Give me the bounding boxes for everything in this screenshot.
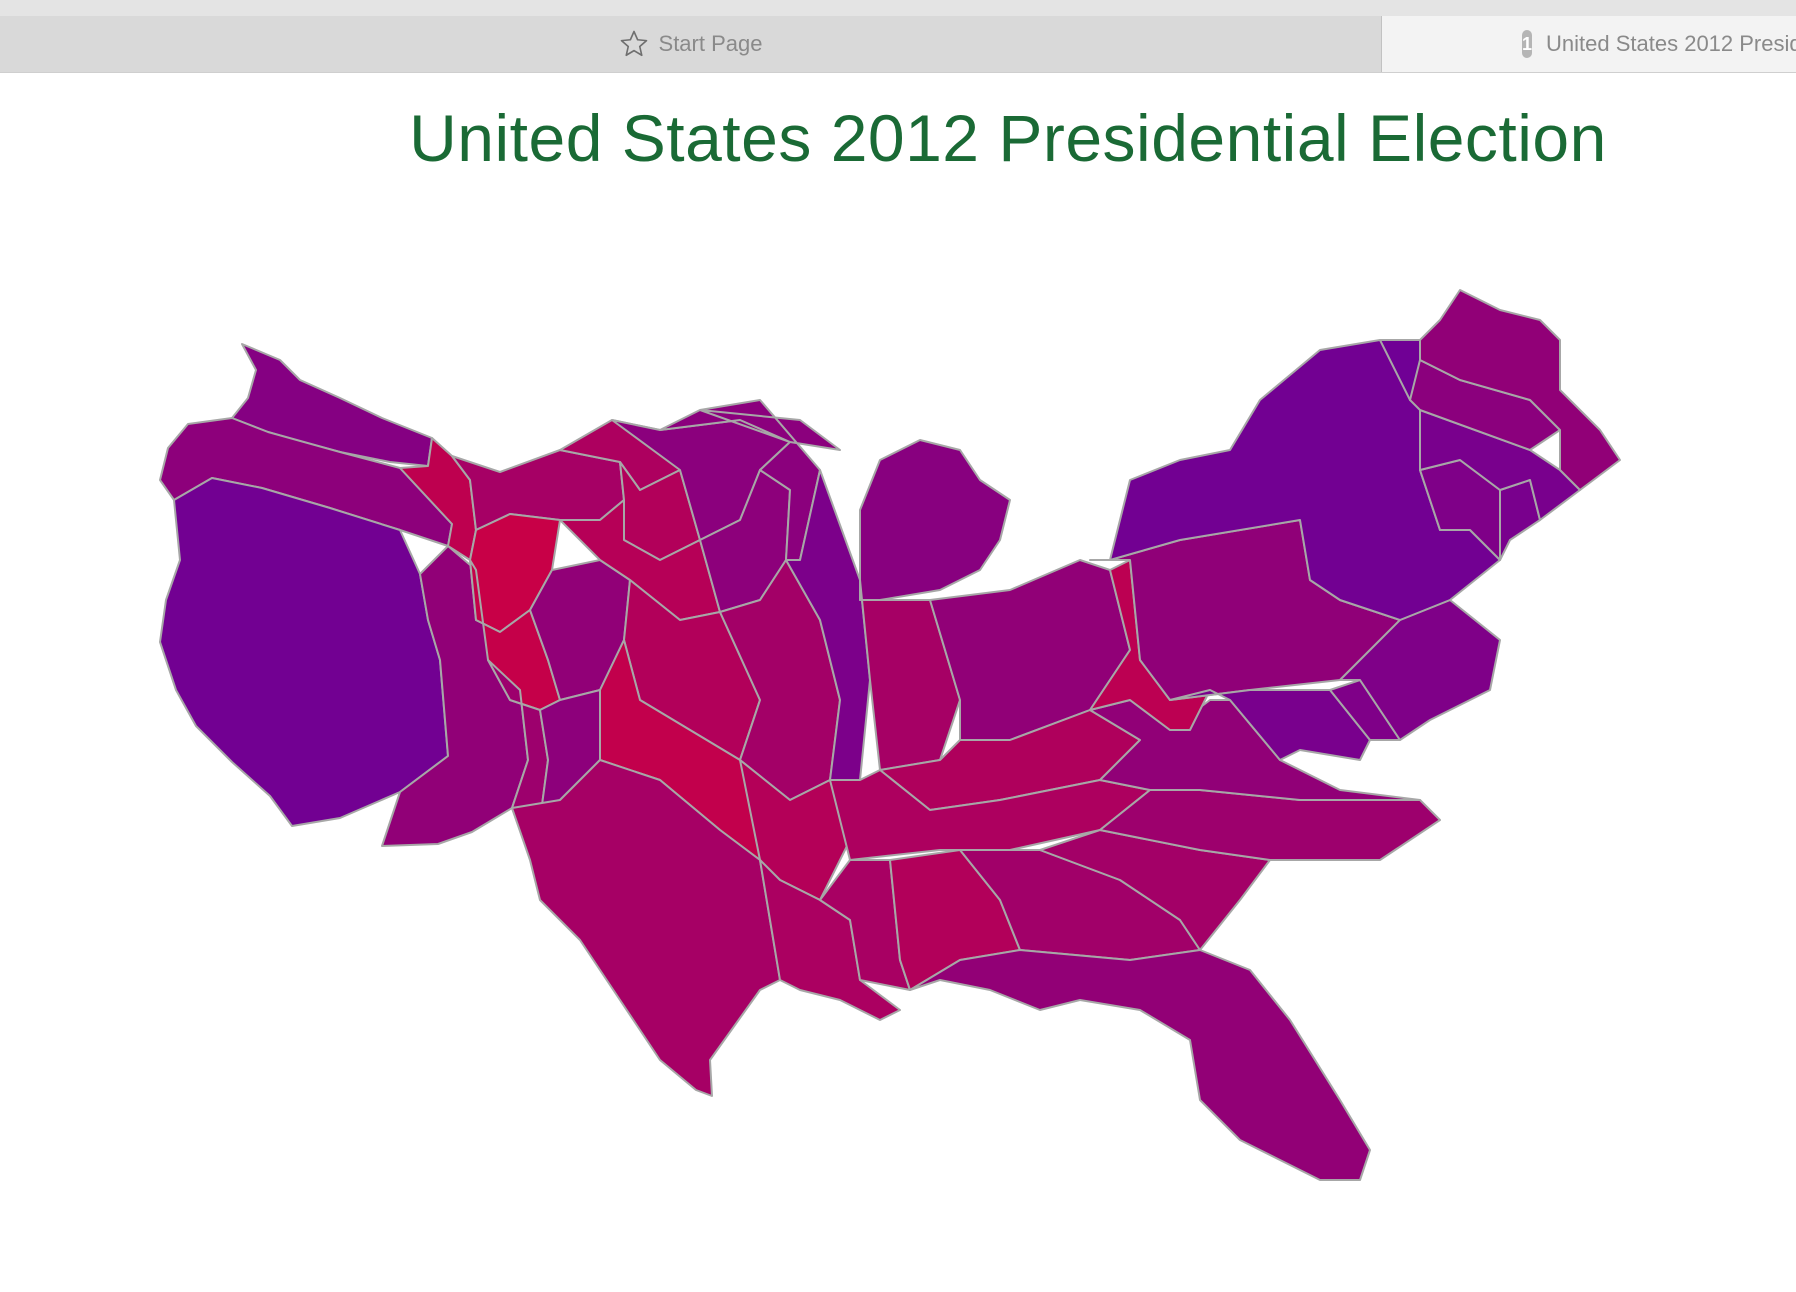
tab-start-page[interactable]: Start Page <box>0 16 1382 72</box>
tab-start-page-label: Start Page <box>658 31 763 56</box>
state-mi[interactable] <box>859 439 1011 601</box>
star-icon <box>619 29 649 59</box>
tab-election[interactable]: 1 United States 2012 Presidential Electi… <box>1382 16 1796 72</box>
state-tx[interactable] <box>511 759 781 1097</box>
tab-bar: Start Page 1 United States 2012 Presiden… <box>0 16 1796 73</box>
tab-election-label: United States 2012 Presidential Election <box>1546 31 1796 56</box>
state-il[interactable] <box>785 469 871 781</box>
state-la[interactable] <box>759 859 901 1021</box>
tab-number-badge: 1 <box>1522 30 1533 58</box>
state-md[interactable] <box>1169 689 1371 761</box>
state-me[interactable] <box>1419 289 1621 491</box>
state-ma[interactable] <box>1419 409 1581 521</box>
state-ca[interactable] <box>159 477 449 827</box>
state-fl[interactable] <box>909 949 1371 1181</box>
page-title: United States 2012 Presidential Election <box>409 101 1607 175</box>
